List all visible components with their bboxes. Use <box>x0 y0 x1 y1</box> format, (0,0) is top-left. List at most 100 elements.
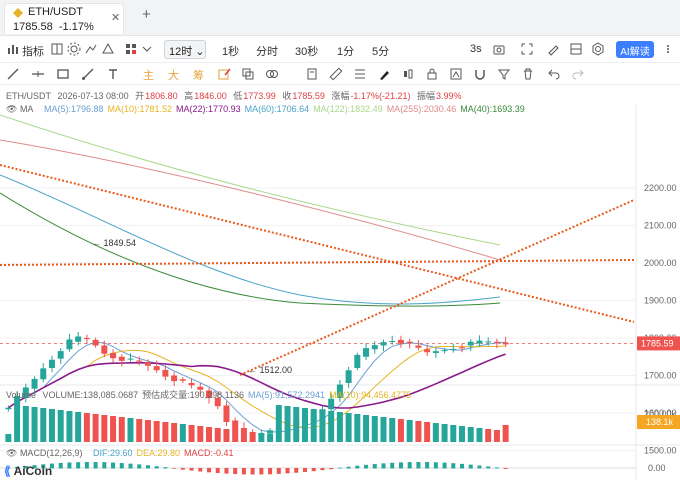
info-change: -1.17%(-21.21) <box>350 91 411 101</box>
macd-bar <box>337 467 342 469</box>
trendline-icon[interactable] <box>6 67 20 81</box>
macd-bar <box>268 468 273 475</box>
macd-bar <box>93 462 98 469</box>
volume-bar <box>144 420 151 442</box>
copy-icon[interactable] <box>241 67 255 81</box>
macd-bar <box>381 463 386 469</box>
layout-icon[interactable] <box>50 42 64 56</box>
tab-price: 1785.58 <box>13 21 53 33</box>
redo-icon[interactable] <box>571 67 585 81</box>
candle-body <box>502 342 509 345</box>
info-open-label: 开 <box>135 91 145 101</box>
macd-bar <box>329 468 334 470</box>
compare-icon[interactable] <box>84 42 98 56</box>
filter-icon[interactable] <box>497 67 511 81</box>
volume-bar <box>214 428 221 442</box>
macd-bar <box>241 468 246 475</box>
ruler-icon[interactable] <box>329 67 343 81</box>
ma-legend-item: MA(5):1796.88 <box>43 104 104 114</box>
macd-bar <box>163 467 168 469</box>
volume-bar <box>284 406 291 442</box>
ai-analysis-button[interactable]: AI解读 <box>616 41 654 58</box>
ma-line <box>8 341 506 433</box>
chart-canvas[interactable]: 2200.002100.002000.001900.001800.001700.… <box>0 85 680 480</box>
template-icon[interactable] <box>124 42 138 56</box>
refresh-interval[interactable]: 3s <box>470 43 482 55</box>
fib-icon[interactable] <box>353 67 367 81</box>
undo-icon[interactable] <box>547 67 561 81</box>
edit-indicator-icon[interactable] <box>217 67 231 81</box>
candle-body <box>22 387 29 398</box>
candle-body <box>171 375 178 382</box>
overlay-icon[interactable] <box>265 67 279 81</box>
candle-body <box>110 353 117 359</box>
trash-icon[interactable] <box>521 67 535 81</box>
macd-bar <box>224 468 229 474</box>
candle-body <box>467 341 474 346</box>
settings-icon[interactable] <box>67 42 81 56</box>
ma-legend-item: MA(255):2030.46 <box>386 104 457 114</box>
tab-price-label: 1785.58 -1.17% <box>13 21 94 33</box>
interval-1s[interactable]: 1秒 <box>222 46 240 58</box>
candle-tool-icon[interactable] <box>401 67 415 81</box>
note-icon[interactable] <box>305 67 319 81</box>
interval-30s[interactable]: 30秒 <box>295 46 319 58</box>
ray-icon[interactable] <box>81 67 95 81</box>
volume-legend-item: 预估成交量:190,298.1136 <box>142 390 245 400</box>
ma-legend-item: MA(10):1781.52 <box>107 104 173 114</box>
interval-timeshare[interactable]: 分时 <box>256 46 278 58</box>
volume-bar <box>301 408 308 442</box>
brush-icon[interactable] <box>377 67 391 81</box>
macd-bar <box>486 466 491 469</box>
add-tab-button[interactable]: + <box>142 6 151 23</box>
chip-button[interactable]: 筹 <box>193 70 204 82</box>
interval-select[interactable]: 12时 ⌄ <box>164 40 206 59</box>
macd-bar <box>460 463 465 469</box>
horizontal-line-icon[interactable] <box>31 67 45 81</box>
volume-bar <box>319 410 326 442</box>
volume-bar <box>118 417 125 442</box>
candle-body <box>5 407 12 410</box>
grid-icon[interactable] <box>569 42 583 56</box>
macd-bar <box>311 468 316 472</box>
close-icon[interactable]: ✕ <box>111 12 121 24</box>
chevron-down-icon[interactable] <box>140 42 154 56</box>
alert-icon[interactable] <box>101 42 115 56</box>
pattern-icon[interactable] <box>449 67 463 81</box>
lock-icon[interactable] <box>425 67 439 81</box>
candle-body <box>415 345 422 348</box>
more-icon[interactable] <box>661 42 675 56</box>
macd-bar <box>259 468 264 475</box>
macd-bar <box>145 465 150 469</box>
price-tick-label: 1500.00 <box>644 446 677 456</box>
gear-icon[interactable] <box>591 42 605 56</box>
volume-bar <box>136 419 143 442</box>
chart-tab[interactable]: ETH/USDT 1785.58 -1.17% ✕ <box>4 3 124 34</box>
interval-1m[interactable]: 1分 <box>337 46 355 58</box>
indicator-icon[interactable] <box>6 42 20 56</box>
macd-legend-item: DEA:29.80 <box>136 448 181 458</box>
volume-bar <box>406 420 413 442</box>
volume-bar <box>75 412 82 442</box>
candle-body <box>179 379 186 381</box>
volume-bar <box>5 434 12 442</box>
volume-bar <box>110 416 117 442</box>
candle-body <box>485 341 492 343</box>
text-icon[interactable] <box>106 67 120 81</box>
main-force-button[interactable]: 主 <box>143 70 154 82</box>
pen-icon[interactable] <box>546 42 560 56</box>
magnet-icon[interactable] <box>473 67 487 81</box>
camera-icon[interactable] <box>492 42 506 56</box>
candle-body <box>197 386 204 390</box>
info-amplitude-label: 振幅 <box>416 91 435 101</box>
rectangle-icon[interactable] <box>56 67 70 81</box>
volume-bar <box>14 405 21 442</box>
indicators-button[interactable]: 指标 <box>22 46 44 58</box>
price-axis: 2200.002100.002000.001900.001800.001700.… <box>637 183 680 456</box>
macd-legend: 👁 MACD(12,26,9) DIF:29.60 DEA:29.80 MACD:-… <box>6 448 242 459</box>
volume-bar <box>83 413 90 442</box>
interval-5m[interactable]: 5分 <box>372 46 390 58</box>
fullscreen-icon[interactable] <box>520 42 534 56</box>
big-order-button[interactable]: 大 <box>168 70 179 82</box>
ma-legend: 👁 MA MA(5):1796.88 MA(10):1781.52 MA(22):1… <box>6 104 533 115</box>
